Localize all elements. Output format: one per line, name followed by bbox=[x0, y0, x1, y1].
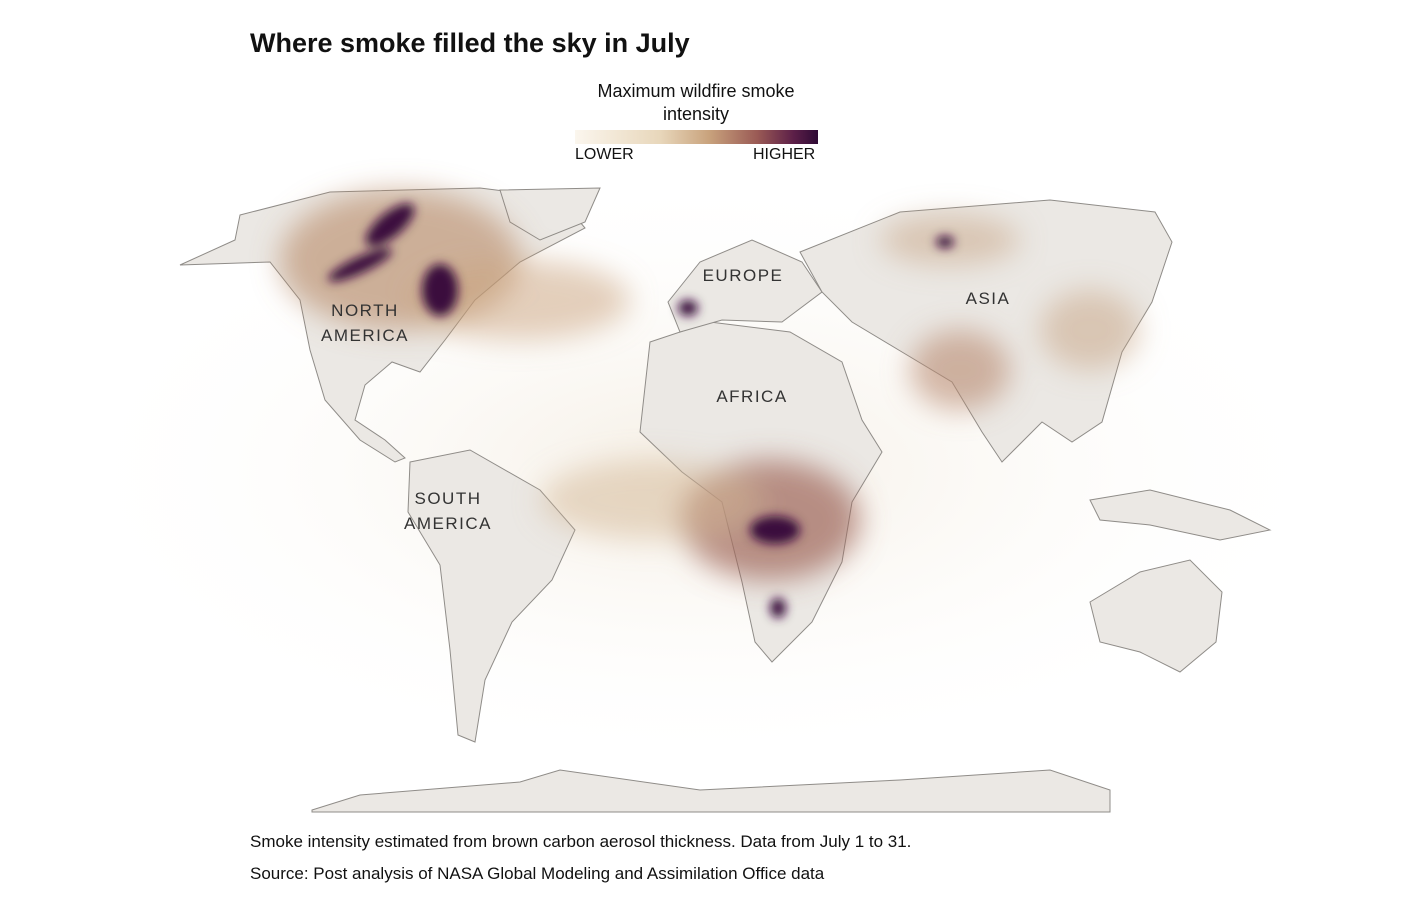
hotspot bbox=[328, 248, 392, 282]
hotspot bbox=[936, 236, 954, 248]
australia bbox=[1089, 559, 1223, 673]
indonesia bbox=[1089, 489, 1272, 541]
smoke-plume bbox=[1040, 290, 1140, 370]
hotspot bbox=[422, 264, 458, 316]
title: Where smoke filled the sky in July bbox=[250, 28, 690, 58]
source: Source: Post analysis of NASA Global Mod… bbox=[250, 864, 825, 883]
hotspot bbox=[770, 598, 786, 618]
note: Smoke intensity estimated from brown car… bbox=[250, 832, 912, 851]
greenland bbox=[499, 187, 601, 241]
legend-gradient bbox=[575, 130, 818, 144]
region-label: ASIA bbox=[965, 289, 1011, 308]
hotspot bbox=[678, 300, 698, 316]
smoke-plume bbox=[410, 260, 630, 340]
smoke-plume bbox=[540, 460, 760, 540]
region-label: AFRICA bbox=[716, 387, 788, 406]
smoke-plume bbox=[910, 330, 1010, 410]
antarctica bbox=[311, 769, 1111, 813]
legend-title: Maximum wildfire smoke intensity bbox=[597, 81, 795, 124]
smoke-hotspots bbox=[328, 203, 954, 618]
smoke bbox=[280, 190, 1140, 580]
south-america bbox=[407, 449, 576, 743]
hotspot bbox=[750, 516, 800, 544]
legend-low: LOWER bbox=[575, 146, 634, 163]
region-label: EUROPE bbox=[702, 266, 784, 285]
region-label: SOUTH AMERICA bbox=[404, 489, 492, 533]
hotspot bbox=[365, 203, 415, 247]
region-label: NORTH AMERICA bbox=[321, 301, 409, 345]
asia bbox=[799, 199, 1173, 463]
legend-high: HIGHER bbox=[753, 146, 816, 163]
